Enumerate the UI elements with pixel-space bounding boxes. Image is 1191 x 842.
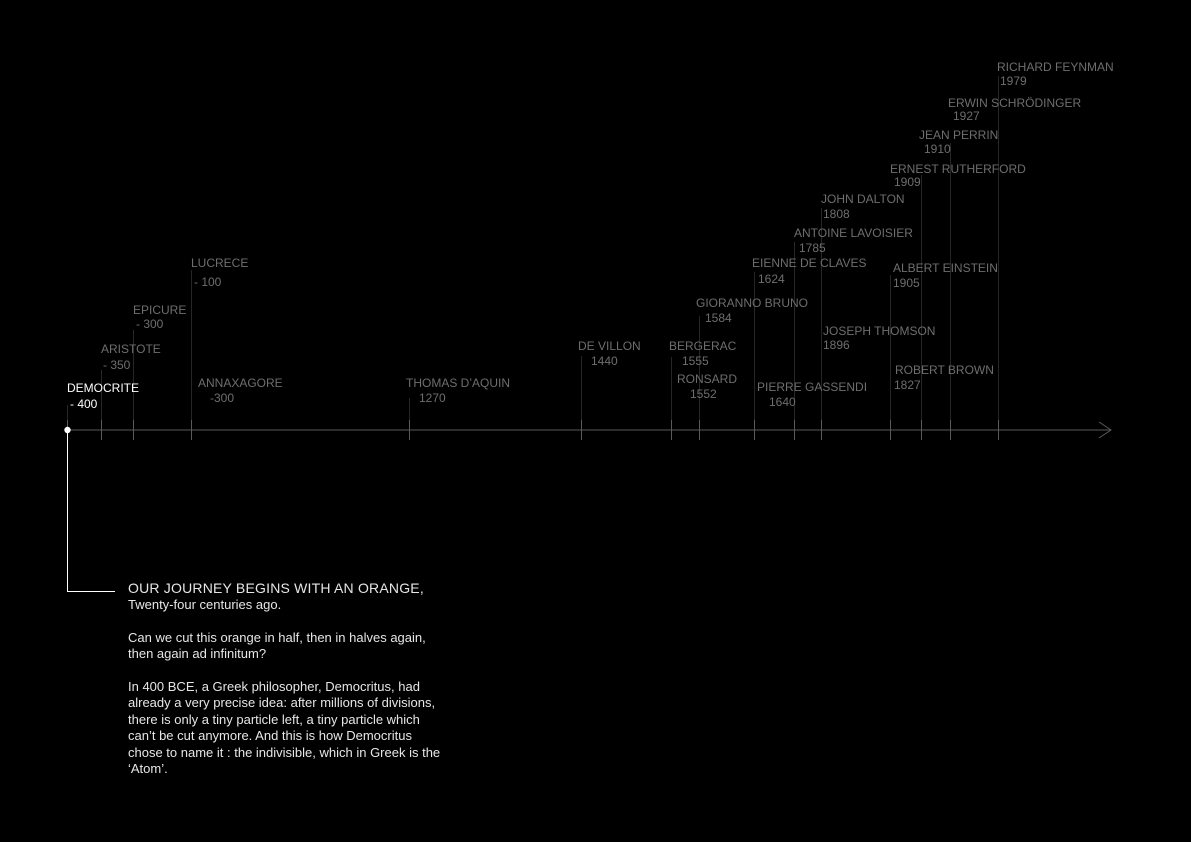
event-name: BERGERAC — [669, 339, 737, 353]
event-year: -300 — [210, 391, 235, 405]
intro-paragraph-2-line: chose to name it : the indivisible, whic… — [128, 744, 441, 760]
event-year: - 400 — [70, 397, 98, 411]
event-name: ROBERT BROWN — [895, 363, 994, 377]
intro-paragraph-1-line: then again ad infinitum? — [128, 646, 267, 661]
event-year: 1270 — [419, 391, 446, 405]
intro-paragraph-2-line: ‘Atom’. — [128, 761, 168, 776]
event-name: EPICURE — [133, 303, 187, 317]
axis-ticks — [67, 420, 999, 440]
event-year: 1624 — [758, 272, 785, 286]
event-name: ERWIN SCHRÖDINGER — [948, 96, 1082, 110]
event-name: GIORANNO BRUNO — [696, 296, 809, 310]
intro-paragraph-1-line: Can we cut this orange in half, then in … — [128, 629, 426, 645]
event-name: DE VILLON — [578, 339, 641, 353]
event-name: ERNEST RUTHERFORD — [890, 162, 1026, 176]
event-year: 1827 — [894, 378, 921, 392]
intro-connector — [67, 433, 115, 592]
event-name: JOHN DALTON — [821, 192, 905, 206]
intro-text-block: OUR JOURNEY BEGINS WITH AN ORANGE, Twent… — [128, 580, 468, 778]
event-name: ANNAXAGORE — [198, 376, 283, 390]
event-name: THOMAS D’AQUIN — [406, 376, 511, 390]
intro-heading: OUR JOURNEY BEGINS WITH AN ORANGE, — [128, 580, 424, 596]
event-year: 1909 — [894, 175, 921, 189]
event-year: - 300 — [136, 317, 164, 331]
event-year: 1440 — [591, 354, 618, 368]
event-name: RICHARD FEYNMAN — [997, 60, 1114, 74]
intro-paragraph-2-line: there is only a tiny particle left, a ti… — [128, 711, 420, 727]
intro-paragraph-2-line: already a very precise idea: after milli… — [128, 695, 436, 710]
event-name: RONSARD — [677, 372, 738, 386]
event-year: 1584 — [705, 311, 732, 325]
intro-subheading: Twenty-four centuries ago. — [128, 597, 282, 612]
event-name: EIENNE DE CLAVES — [752, 256, 867, 270]
event-year: 1555 — [682, 354, 709, 368]
start-dot — [64, 426, 71, 434]
event-year: 1979 — [1000, 74, 1027, 88]
event-name: PIERRE GASSENDI — [757, 380, 868, 394]
event-name: ARISTOTE — [101, 342, 161, 356]
event-name: ANTOINE LAVOISIER — [794, 226, 913, 240]
axis-arrow-head — [1098, 421, 1112, 439]
event-year: - 350 — [103, 358, 131, 372]
event-stems — [67, 76, 999, 440]
event-year: 1910 — [924, 142, 951, 156]
event-name: JEAN PERRIN — [919, 128, 999, 142]
event-year: - 100 — [194, 275, 222, 289]
event-year: 1785 — [799, 241, 826, 255]
event-name: DEMOCRITE — [67, 381, 139, 395]
event-year: 1905 — [893, 276, 920, 290]
event-name: LUCRECE — [191, 256, 249, 270]
event-name: JOSEPH THOMSON — [823, 324, 936, 338]
event-year: 1552 — [690, 387, 717, 401]
event-name: ALBERT EINSTEIN — [893, 261, 998, 275]
intro-paragraph-2-line: can’t be cut anymore. And this is how De… — [128, 728, 412, 743]
event-year: 1640 — [769, 395, 796, 409]
intro-paragraph-2-line: In 400 BCE, a Greek philosopher, Democri… — [128, 678, 420, 694]
event-year: 1896 — [823, 338, 850, 352]
event-year: 1927 — [953, 109, 980, 123]
event-year: 1808 — [823, 207, 850, 221]
